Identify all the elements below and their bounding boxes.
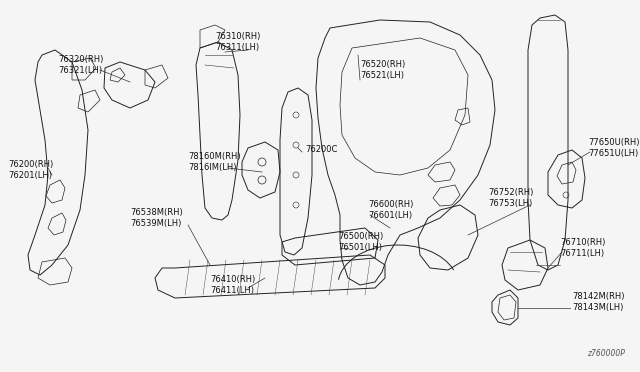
Text: 76410(RH)
76411(LH): 76410(RH) 76411(LH) [210, 275, 255, 295]
Text: z760000P: z760000P [587, 349, 625, 358]
Text: 78142M(RH)
78143M(LH): 78142M(RH) 78143M(LH) [572, 292, 625, 312]
Text: 76710(RH)
76711(LH): 76710(RH) 76711(LH) [560, 238, 605, 258]
Text: 76500(RH)
76501(LH): 76500(RH) 76501(LH) [338, 232, 383, 252]
Text: 76200C: 76200C [305, 145, 337, 154]
Text: 77650U(RH)
77651U(LH): 77650U(RH) 77651U(LH) [588, 138, 639, 158]
Text: 76752(RH)
76753(LH): 76752(RH) 76753(LH) [488, 188, 533, 208]
Text: 76520(RH)
76521(LH): 76520(RH) 76521(LH) [360, 60, 405, 80]
Text: 76320(RH)
76321(LH): 76320(RH) 76321(LH) [58, 55, 104, 75]
Text: 76200(RH)
76201(LH): 76200(RH) 76201(LH) [8, 160, 53, 180]
Text: 78160M(RH)
7816lM(LH): 78160M(RH) 7816lM(LH) [188, 152, 241, 172]
Text: 76600(RH)
76601(LH): 76600(RH) 76601(LH) [368, 200, 413, 220]
Text: 76310(RH)
76311(LH): 76310(RH) 76311(LH) [215, 32, 260, 52]
Text: 76538M(RH)
76539M(LH): 76538M(RH) 76539M(LH) [130, 208, 183, 228]
